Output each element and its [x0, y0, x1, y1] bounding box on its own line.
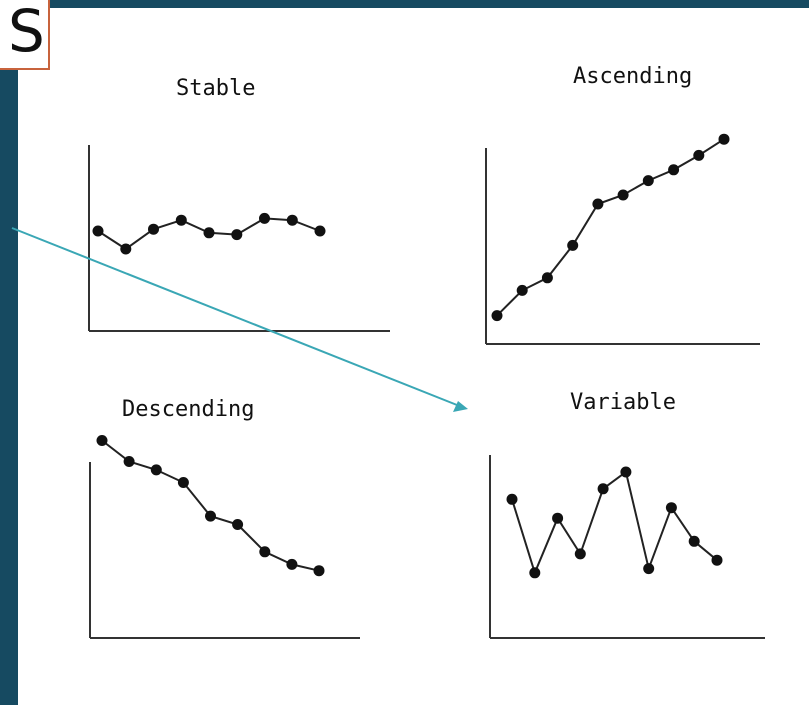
data-point: [120, 243, 132, 255]
series-line: [101, 439, 320, 572]
chart-descending: [89, 435, 360, 639]
data-point: [177, 477, 189, 488]
data-point: [516, 284, 528, 296]
data-point: [597, 483, 609, 495]
corner-title-box: S: [0, 0, 50, 70]
data-point: [491, 310, 503, 322]
data-point: [175, 214, 187, 226]
arrow-head: [453, 401, 468, 412]
series-line: [511, 470, 718, 576]
data-point: [592, 198, 604, 210]
chart-title-stable: Stable: [176, 76, 256, 101]
chart-variable: [489, 455, 765, 639]
top-frame-bar: [0, 0, 809, 8]
chart-title-descending: Descending: [122, 397, 255, 422]
data-point: [541, 272, 553, 284]
data-point: [205, 510, 216, 522]
corner-title-letter: S: [8, 0, 45, 65]
data-point: [688, 535, 700, 547]
left-frame-bar: [0, 0, 18, 705]
data-point: [231, 229, 243, 241]
data-point: [286, 558, 298, 570]
data-point: [259, 546, 271, 558]
data-point: [668, 164, 680, 176]
data-point: [123, 456, 135, 467]
data-point: [203, 227, 215, 239]
data-point: [506, 493, 518, 505]
chart-title-ascending: Ascending: [573, 64, 693, 89]
data-point: [529, 567, 541, 579]
data-point: [567, 239, 579, 251]
pointer-arrow: [11, 227, 468, 412]
data-point: [665, 502, 677, 514]
chart-title-variable: Variable: [570, 390, 676, 415]
data-point: [642, 175, 654, 187]
data-point: [92, 225, 104, 237]
data-point: [314, 225, 326, 237]
chart-stable: [88, 145, 390, 332]
data-point: [232, 519, 244, 530]
data-point: [96, 435, 108, 446]
arrow-line: [11, 227, 463, 408]
data-point: [711, 554, 723, 566]
series-line: [496, 138, 725, 317]
chart-ascending: [485, 133, 760, 345]
data-point: [617, 189, 629, 201]
data-point: [150, 464, 162, 476]
data-point: [148, 223, 159, 235]
data-point: [620, 466, 632, 478]
data-point: [259, 212, 270, 224]
data-point: [313, 565, 325, 577]
data-point: [718, 133, 730, 145]
data-point: [286, 214, 298, 226]
data-point: [574, 548, 586, 560]
data-point: [643, 563, 655, 575]
data-point: [693, 149, 705, 161]
data-point: [552, 512, 564, 524]
